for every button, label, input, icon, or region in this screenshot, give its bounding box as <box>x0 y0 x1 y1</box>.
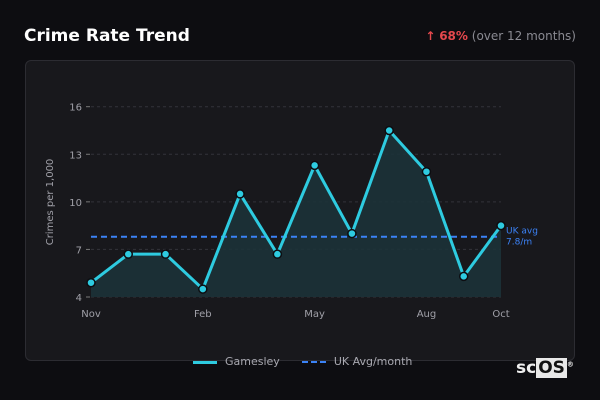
legend-item-average[interactable]: UK Avg/month <box>301 355 412 368</box>
legend-item-series[interactable]: Gamesley <box>193 355 280 368</box>
y-tick-label: 13 <box>69 150 82 161</box>
data-point <box>421 166 432 177</box>
x-tick-label: Oct <box>492 309 509 320</box>
uk-average-label: UK avg <box>506 227 538 237</box>
logo: sc OS ® <box>516 358 574 378</box>
data-point <box>198 284 208 294</box>
y-axis-label: Crimes per 1,000 <box>45 159 56 246</box>
y-tick-label: 10 <box>69 198 82 209</box>
chart-title: Crime Rate Trend <box>24 26 190 46</box>
data-point <box>235 189 245 199</box>
data-point <box>384 125 394 136</box>
legend: Gamesley UK Avg/month <box>193 355 412 368</box>
x-tick-label: Aug <box>417 309 437 320</box>
change-indicator: ↑ 68% (over 12 months) <box>425 29 576 43</box>
y-tick-label: 4 <box>76 293 82 304</box>
data-point <box>458 271 469 282</box>
data-point <box>86 277 96 288</box>
data-point <box>496 220 506 231</box>
y-tick-label: 16 <box>69 103 82 114</box>
y-tick-label: 7 <box>76 245 82 256</box>
series-line <box>90 128 503 291</box>
x-tick-label: May <box>304 309 325 320</box>
data-point <box>272 249 283 259</box>
data-point <box>123 249 134 259</box>
x-tick-label: Nov <box>81 309 101 320</box>
series-area <box>91 130 501 297</box>
change-value: 68% <box>439 29 468 43</box>
x-tick-label: Feb <box>194 309 212 320</box>
data-point <box>160 249 171 259</box>
change-note: (over 12 months) <box>471 29 576 43</box>
data-point <box>347 228 357 239</box>
uk-average-value: 7.8/m <box>506 238 532 248</box>
arrow-up-icon: ↑ <box>425 29 436 43</box>
data-point <box>309 160 320 171</box>
